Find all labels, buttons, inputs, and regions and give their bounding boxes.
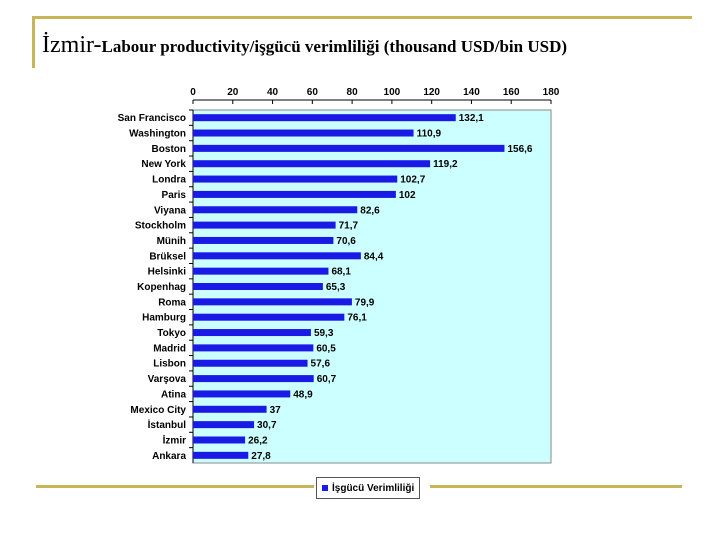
category-label: Madrid	[153, 343, 186, 354]
x-tick-label: 100	[384, 87, 401, 98]
value-label: 65,3	[326, 282, 346, 293]
bar	[193, 405, 267, 413]
value-label: 102	[399, 190, 416, 201]
bar	[193, 283, 323, 290]
category-label: Washington	[129, 129, 186, 140]
category-label: Ankara	[152, 451, 186, 462]
category-label: Paris	[162, 190, 187, 201]
category-label: İstanbul	[148, 418, 187, 431]
value-label: 82,6	[360, 205, 380, 216]
value-label: 57,6	[311, 359, 331, 370]
value-label: 27,8	[251, 451, 271, 462]
x-tick-label: 120	[423, 87, 440, 98]
x-tick-label: 140	[463, 87, 480, 98]
bar	[193, 421, 255, 429]
bar	[193, 190, 396, 198]
bar	[193, 252, 361, 260]
bar	[193, 436, 246, 444]
bar	[193, 298, 352, 306]
x-tick-label: 80	[347, 87, 359, 98]
legend-swatch	[322, 485, 328, 491]
bar	[193, 375, 314, 383]
x-tick-label: 180	[543, 87, 560, 98]
bar	[193, 359, 308, 367]
bar	[193, 129, 414, 137]
category-label: San Francisco	[118, 113, 186, 124]
bar	[193, 221, 336, 229]
footer-divider-right	[430, 485, 682, 488]
bar	[193, 160, 431, 168]
x-tick-label: 60	[307, 87, 319, 98]
chart-legend: İşgücü Verimliliği	[316, 477, 421, 499]
page-title: İzmir-Labour productivity/işgücü verimli…	[42, 32, 567, 59]
value-label: 102,7	[400, 175, 425, 186]
x-tick-label: 40	[267, 87, 279, 98]
value-label: 30,7	[257, 420, 277, 431]
title-frame	[32, 16, 692, 68]
bar	[193, 175, 398, 183]
value-label: 60,7	[317, 374, 337, 385]
category-label: Boston	[152, 144, 186, 155]
category-label: Mexico City	[130, 405, 186, 416]
footer-divider-left	[36, 485, 314, 488]
bar	[193, 267, 329, 275]
value-label: 26,2	[248, 435, 268, 446]
value-label: 132,1	[459, 113, 484, 124]
value-label: 79,9	[355, 297, 375, 308]
category-label: Kopenhag	[137, 282, 186, 293]
category-label: Londra	[152, 175, 186, 186]
value-label: 119,2	[433, 159, 458, 170]
category-label: Varşova	[148, 374, 187, 385]
value-label: 59,3	[314, 328, 334, 339]
category-label: Lisbon	[153, 359, 186, 370]
title-text: Labour productivity/işgücü verimliliği (…	[101, 37, 568, 56]
bar	[193, 329, 311, 337]
value-label: 60,5	[316, 343, 336, 354]
category-label: Brüksel	[149, 251, 186, 262]
x-tick-label: 20	[227, 87, 239, 98]
bar	[193, 236, 334, 244]
bar	[193, 206, 358, 214]
category-label: Stockholm	[135, 221, 186, 232]
category-label: Tokyo	[157, 328, 186, 339]
value-label: 156,6	[507, 144, 532, 155]
category-label: Hamburg	[142, 313, 186, 324]
value-label: 76,1	[347, 313, 367, 324]
value-label: 71,7	[339, 221, 359, 232]
value-label: 68,1	[331, 267, 351, 278]
category-label: Roma	[158, 297, 186, 308]
value-label: 37	[270, 405, 282, 416]
category-label: Atina	[161, 389, 186, 400]
title-city: İzmir-	[42, 32, 102, 58]
value-label: 70,6	[336, 236, 356, 247]
x-tick-label: 160	[503, 87, 520, 98]
bar	[193, 390, 291, 398]
bar	[193, 451, 249, 459]
bar	[193, 144, 505, 152]
bar	[193, 313, 345, 321]
value-label: 110,9	[417, 129, 442, 140]
value-label: 48,9	[293, 389, 313, 400]
category-label: Münih	[157, 236, 186, 247]
value-label: 84,4	[364, 251, 384, 262]
category-label: İzmir	[163, 433, 186, 446]
category-label: New York	[141, 159, 186, 170]
category-label: Viyana	[154, 205, 186, 216]
x-tick-label: 0	[190, 87, 196, 98]
legend-label: İşgücü Verimliliği	[332, 482, 415, 494]
bar	[193, 114, 456, 122]
category-label: Helsinki	[148, 267, 187, 278]
bar	[193, 344, 314, 352]
